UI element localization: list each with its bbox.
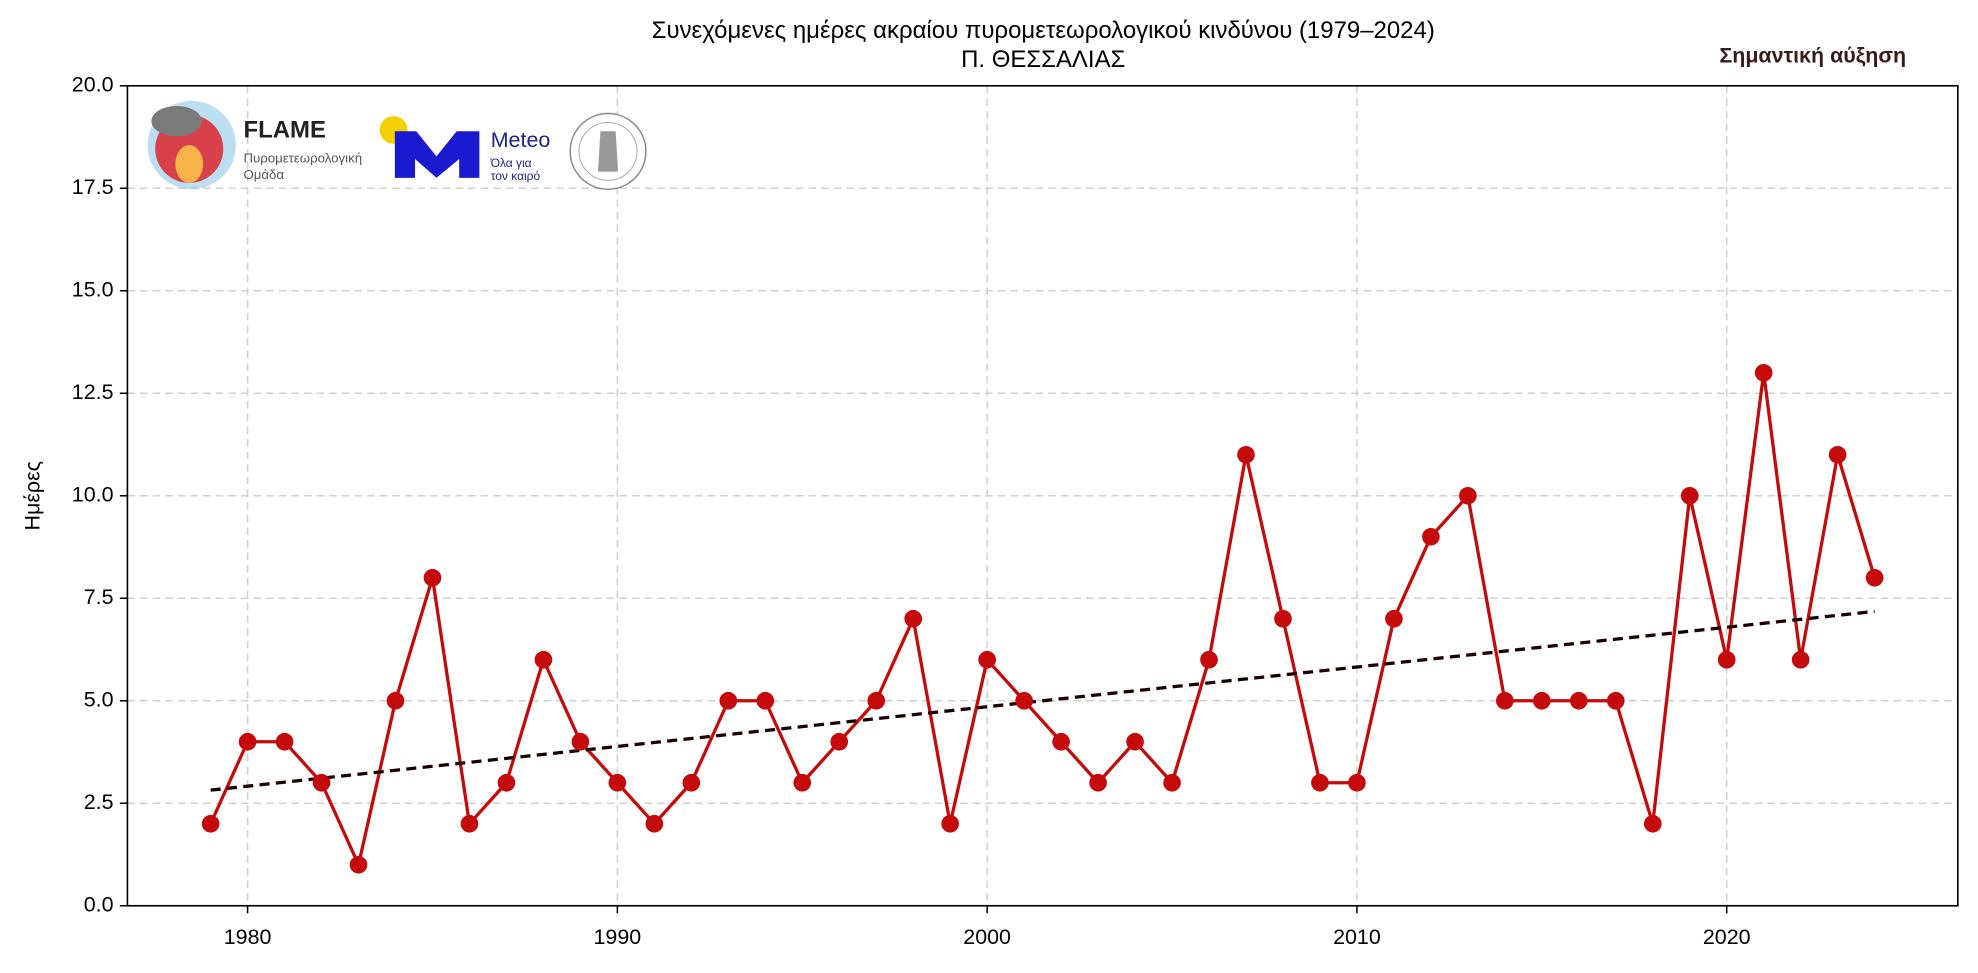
data-point xyxy=(571,732,590,751)
data-point xyxy=(830,732,849,751)
trend-line xyxy=(210,609,1875,792)
data-point xyxy=(904,609,923,628)
y-tick-label: 17.5 xyxy=(72,175,114,199)
data-point xyxy=(1237,445,1255,464)
data-point xyxy=(1274,609,1292,628)
data-point xyxy=(423,568,442,587)
x-tick-label: 2020 xyxy=(1703,925,1751,949)
data-point xyxy=(608,773,627,792)
data-point xyxy=(1680,486,1699,505)
chart-subtitle: Π. ΘΕΣΣΑΛΙΑΣ xyxy=(961,46,1125,73)
data-point xyxy=(1200,650,1218,669)
data-line xyxy=(209,371,1877,867)
marks xyxy=(201,363,1884,874)
data-point xyxy=(238,732,257,751)
data-point xyxy=(349,855,368,874)
x-tick-label: 2000 xyxy=(963,925,1011,949)
data-point xyxy=(386,691,405,710)
data-point xyxy=(1348,773,1366,792)
logo-text: τον καιρό xyxy=(491,169,541,183)
data-point xyxy=(1606,691,1625,710)
data-point xyxy=(978,650,996,669)
meteo-logo xyxy=(394,131,480,178)
logo-text: Ομάδα xyxy=(243,167,284,182)
data-point xyxy=(1459,486,1477,505)
data-point xyxy=(1754,363,1773,382)
x-tick-label: 1990 xyxy=(594,925,642,949)
data-point xyxy=(682,773,701,792)
data-point xyxy=(1496,691,1514,710)
data-point xyxy=(460,814,479,833)
y-axis-label: Ημέρες xyxy=(21,461,45,530)
data-point xyxy=(719,691,738,710)
flame-logo-core xyxy=(175,145,204,183)
y-tick-label: 20.0 xyxy=(72,72,114,96)
data-point xyxy=(1532,691,1551,710)
y-tick-label: 12.5 xyxy=(72,380,114,404)
y-tick-label: 10.0 xyxy=(72,482,114,506)
y-tick-label: 0.0 xyxy=(84,892,114,916)
data-point xyxy=(1052,732,1070,751)
data-point xyxy=(1717,650,1736,669)
data-point xyxy=(756,691,775,710)
data-point xyxy=(793,773,812,792)
logos: FLAME Πυρομετεωρολογική Ομάδα Meteo Όλα … xyxy=(147,100,647,190)
y-tick-label: 15.0 xyxy=(72,277,114,301)
data-point xyxy=(275,732,294,751)
data-point xyxy=(497,773,516,792)
annotation: Σημαντική αύξηση xyxy=(1719,43,1906,67)
logo-text: Meteo xyxy=(491,128,551,152)
data-point xyxy=(645,814,664,833)
data-point xyxy=(1163,773,1181,792)
data-point xyxy=(1422,527,1440,546)
y-tick-label: 7.5 xyxy=(84,585,114,609)
data-point xyxy=(1089,773,1107,792)
data-point xyxy=(941,814,959,833)
data-point xyxy=(1643,814,1662,833)
data-point xyxy=(534,650,553,669)
seal-logo-inner xyxy=(578,121,638,181)
data-point xyxy=(1126,732,1144,751)
data-point xyxy=(867,691,886,710)
data-point xyxy=(1569,691,1588,710)
chart-title: Συνεχόμενες ημέρες ακραίου πυρομετεωρολο… xyxy=(652,17,1435,44)
data-point xyxy=(1015,691,1033,710)
logo-text: Πυρομετεωρολογική xyxy=(243,150,362,165)
data-point xyxy=(201,814,220,833)
logo-text: Όλα για xyxy=(490,156,532,170)
seal-figure xyxy=(597,131,619,172)
logo-text: FLAME xyxy=(243,117,326,144)
data-point xyxy=(1791,650,1810,669)
x-tick-label: 1980 xyxy=(224,925,272,949)
x-tick-label: 2010 xyxy=(1333,925,1381,949)
data-point xyxy=(1311,773,1329,792)
data-point xyxy=(312,773,331,792)
flame-logo-cloud xyxy=(151,105,202,137)
y-tick-label: 2.5 xyxy=(84,790,114,814)
data-point xyxy=(1828,445,1847,464)
y-tick-label: 5.0 xyxy=(84,687,114,711)
data-point xyxy=(1385,609,1403,628)
data-point xyxy=(1865,568,1884,587)
